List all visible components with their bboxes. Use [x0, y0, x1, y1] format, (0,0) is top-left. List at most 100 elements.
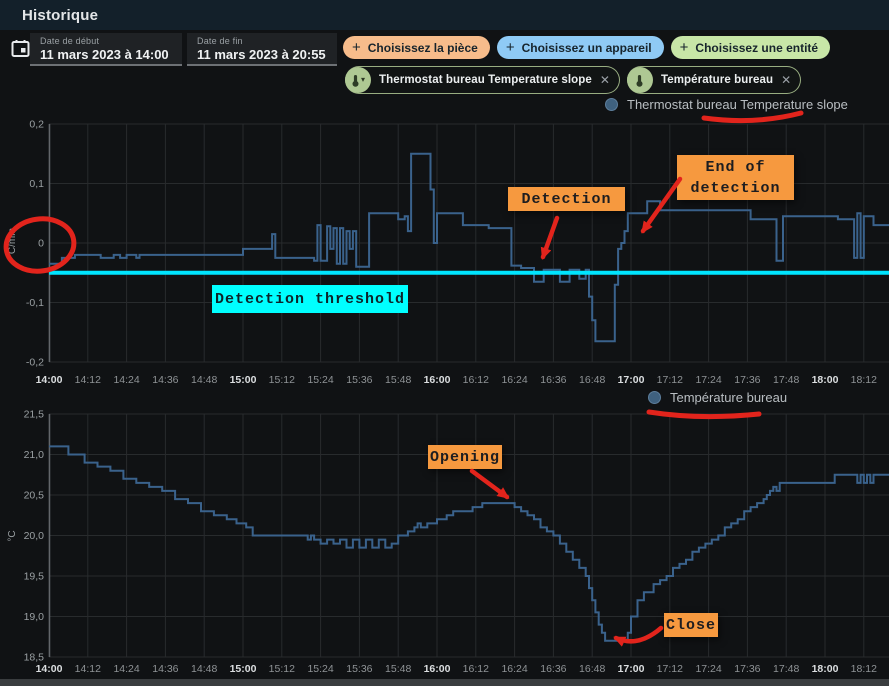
filter-buttons: + Choisissez la pièce + Choisissez un ap…: [343, 36, 831, 59]
plus-icon: +: [505, 39, 515, 56]
date-start-value: 11 mars 2023 à 14:00: [40, 47, 169, 62]
x-tick-label: 17:36: [734, 374, 760, 386]
y-tick-label: -0,2: [26, 357, 44, 369]
annotation-text: Detection: [521, 190, 612, 208]
choose-device-button[interactable]: + Choisissez un appareil: [496, 36, 664, 59]
legend-dot: [648, 391, 661, 404]
x-tick-label: 16:48: [579, 663, 605, 675]
y-tick-label: 0,2: [29, 119, 44, 131]
x-tick-label: 18:12: [851, 374, 877, 386]
x-tick-label: 14:24: [113, 374, 139, 386]
x-tick-label: 17:48: [773, 663, 799, 675]
y-axis-unit: °C: [7, 530, 18, 541]
page-title: Historique: [22, 6, 99, 24]
y-tick-label: 20,0: [24, 530, 45, 542]
x-tick-label: 16:24: [501, 374, 527, 386]
date-start-label: Date de début: [40, 36, 100, 46]
x-tick-label: 16:36: [540, 374, 566, 386]
x-tick-label: 17:24: [695, 663, 721, 675]
chip-label: Température bureau: [660, 74, 774, 86]
annotation-text: Detection threshold: [214, 290, 406, 308]
legend-dot: [605, 98, 618, 111]
x-tick-label: 15:00: [230, 663, 257, 675]
legend-thermostat-slope[interactable]: Thermostat bureau Temperature slope: [605, 97, 848, 112]
chip-label: Thermostat bureau Temperature slope: [379, 74, 592, 86]
series-line: [49, 445, 889, 642]
x-tick-label: 15:48: [385, 663, 411, 675]
x-tick-label: 18:00: [812, 663, 839, 675]
x-tick-label: 14:48: [191, 663, 217, 675]
annotation-text: Close: [665, 616, 716, 634]
choose-entity-button[interactable]: + Choisissez une entité: [670, 36, 831, 59]
x-tick-label: 17:00: [618, 663, 645, 675]
y-tick-label: 21,0: [24, 449, 45, 461]
y-tick-label: 19,0: [24, 611, 45, 623]
y-axis-unit: °C/min: [7, 228, 18, 258]
choose-device-label: Choisissez un appareil: [521, 40, 652, 55]
date-end-value: 11 mars 2023 à 20:55: [197, 47, 326, 62]
date-end-field[interactable]: Date de fin 11 mars 2023 à 20:55: [187, 33, 337, 66]
temperature-chart[interactable]: 21,5 21,0 20,5 20,0 19,5 19,0 18,5 °C 14:00 14:12…: [0, 385, 889, 681]
x-tick-label: 14:00: [36, 663, 63, 675]
close-icon[interactable]: ✕: [781, 73, 792, 87]
x-tick-label: 16:24: [501, 663, 527, 675]
choose-area-button[interactable]: + Choisissez la pièce: [343, 36, 490, 59]
slope-chart[interactable]: 0,2 0,1 0 -0,1 -0,2 °C/min 14:00 14:12 14:24 14:3…: [0, 95, 889, 390]
annotation-text: End of: [705, 158, 766, 176]
x-tick-label: 16:36: [540, 663, 566, 675]
y-tick-label: 20,5: [24, 490, 45, 502]
x-tick-label: 15:12: [269, 663, 295, 675]
x-tick-label: 16:48: [579, 374, 605, 386]
x-tick-label: 14:36: [152, 374, 178, 386]
chip-temperature-bureau[interactable]: Température bureau ✕: [626, 66, 802, 94]
date-start-field[interactable]: Date de début 11 mars 2023 à 14:00: [30, 33, 182, 66]
x-tick-label: 14:00: [36, 374, 63, 386]
x-tick-label: 15:36: [346, 663, 372, 675]
annotation-text: detection: [690, 179, 781, 197]
thermometer-icon: ▾: [345, 67, 371, 93]
x-tick-label: 14:36: [152, 663, 178, 675]
x-tick-label: 14:24: [113, 663, 139, 675]
x-tick-label: 17:48: [773, 374, 799, 386]
x-tick-label: 14:12: [75, 663, 101, 675]
annotation-detection: Detection: [508, 187, 625, 211]
thermometer-icon: [626, 67, 653, 93]
x-tick-label: 17:12: [657, 374, 683, 386]
plus-icon: +: [679, 39, 689, 56]
y-tick-label: 21,5: [24, 409, 45, 421]
x-tick-label: 14:48: [191, 374, 217, 386]
date-end-label: Date de fin: [197, 36, 243, 46]
legend-label: Thermostat bureau Temperature slope: [627, 97, 848, 112]
x-tick-label: 15:24: [307, 663, 333, 675]
x-tick-label: 15:00: [230, 374, 257, 386]
legend-label: Température bureau: [670, 390, 788, 405]
calendar-icon[interactable]: [8, 38, 32, 62]
close-icon[interactable]: ✕: [599, 73, 610, 87]
x-tick-label: 15:48: [385, 374, 411, 386]
legend-temperature-bureau[interactable]: Température bureau: [648, 390, 787, 405]
x-tick-label: 14:12: [75, 374, 101, 386]
annotation-close: Close: [664, 613, 718, 637]
x-tick-label: 15:24: [307, 374, 333, 386]
chevron-down-icon: ▾: [360, 75, 365, 84]
x-tick-label: 16:00: [424, 663, 451, 675]
y-tick-label: 0: [38, 238, 44, 250]
y-tick-label: -0,1: [26, 297, 44, 309]
x-tick-label: 15:36: [346, 374, 372, 386]
horizontal-scrollbar[interactable]: [0, 679, 889, 686]
y-tick-label: 18,5: [24, 652, 45, 664]
x-tick-label: 18:12: [851, 663, 877, 675]
annotation-text: Opening: [429, 448, 500, 466]
x-tick-label: 17:12: [657, 663, 683, 675]
entity-chips: ▾ Thermostat bureau Temperature slope ✕ …: [345, 66, 802, 94]
annotation-opening: Opening: [428, 445, 502, 469]
chip-thermostat-slope[interactable]: ▾ Thermostat bureau Temperature slope ✕: [345, 66, 620, 94]
x-tick-label: 16:00: [424, 374, 451, 386]
x-tick-label: 17:36: [734, 663, 760, 675]
x-tick-label: 15:12: [269, 374, 295, 386]
x-tick-label: 18:00: [812, 374, 839, 386]
x-tick-label: 17:00: [618, 374, 645, 386]
app-header: Historique: [0, 0, 889, 30]
x-tick-label: 16:12: [463, 374, 489, 386]
x-tick-label: 17:24: [695, 374, 721, 386]
